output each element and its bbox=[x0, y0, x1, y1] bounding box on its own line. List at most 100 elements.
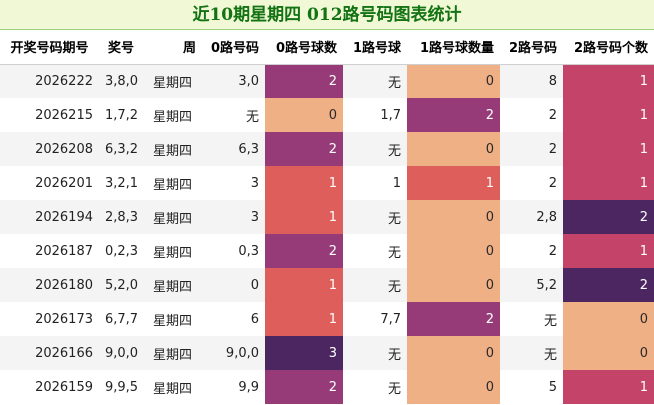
cell-route1-numbers: 无 bbox=[343, 336, 407, 370]
cell-route1-numbers: 无 bbox=[343, 200, 407, 234]
cell-route2-numbers: 2 bbox=[500, 234, 563, 268]
table-row: 2026222 3,8,0 星期四 3,0 2 无 0 8 1 bbox=[0, 64, 654, 98]
cell-numbers: 2,8,3 bbox=[99, 200, 143, 234]
table-row: 2026201 3,2,1 星期四 3 1 1 1 2 1 bbox=[0, 166, 654, 200]
cell-route0-count: 1 bbox=[265, 302, 343, 336]
cell-route1-count: 0 bbox=[407, 336, 500, 370]
header-route2-count[interactable]: 2路号码个数 bbox=[563, 30, 654, 65]
header-route1-numbers[interactable]: 1路号球 bbox=[343, 30, 407, 65]
cell-route0-count: 3 bbox=[265, 336, 343, 370]
cell-route2-count: 0 bbox=[563, 302, 654, 336]
cell-route2-count: 0 bbox=[563, 336, 654, 370]
cell-numbers: 6,3,2 bbox=[99, 132, 143, 166]
cell-weekday: 星期四 bbox=[143, 336, 202, 370]
header-route0-numbers[interactable]: 0路号码 bbox=[202, 30, 265, 65]
cell-route2-count: 2 bbox=[563, 268, 654, 302]
cell-route1-count: 0 bbox=[407, 268, 500, 302]
cell-route2-numbers: 2 bbox=[500, 98, 563, 132]
cell-route1-numbers: 无 bbox=[343, 234, 407, 268]
cell-period: 2026166 bbox=[0, 336, 99, 370]
cell-period: 2026194 bbox=[0, 200, 99, 234]
cell-numbers: 0,2,3 bbox=[99, 234, 143, 268]
cell-weekday: 星期四 bbox=[143, 200, 202, 234]
cell-route2-numbers: 2 bbox=[500, 132, 563, 166]
cell-route2-count: 1 bbox=[563, 132, 654, 166]
table-row: 2026208 6,3,2 星期四 6,3 2 无 0 2 1 bbox=[0, 132, 654, 166]
cell-route2-count: 1 bbox=[563, 234, 654, 268]
cell-period: 2026201 bbox=[0, 166, 99, 200]
cell-route1-count: 1 bbox=[407, 166, 500, 200]
cell-route2-count: 2 bbox=[563, 200, 654, 234]
header-period[interactable]: 开奖号码期号 bbox=[0, 30, 99, 65]
cell-weekday: 星期四 bbox=[143, 268, 202, 302]
cell-route1-numbers: 无 bbox=[343, 132, 407, 166]
cell-weekday: 星期四 bbox=[143, 64, 202, 98]
cell-period: 2026159 bbox=[0, 370, 99, 404]
cell-period: 2026222 bbox=[0, 64, 99, 98]
header-route2-numbers[interactable]: 2路号码 bbox=[500, 30, 563, 65]
cell-route0-numbers: 6 bbox=[202, 302, 265, 336]
header-route1-count[interactable]: 1路号球数量 bbox=[407, 30, 500, 65]
cell-route0-count: 0 bbox=[265, 98, 343, 132]
table-row: 2026215 1,7,2 星期四无 0 1,7 2 2 1 bbox=[0, 98, 654, 132]
cell-numbers: 6,7,7 bbox=[99, 302, 143, 336]
cell-route2-count: 1 bbox=[563, 98, 654, 132]
cell-period: 2026173 bbox=[0, 302, 99, 336]
cell-route0-numbers: 9,9 bbox=[202, 370, 265, 404]
cell-route2-numbers: 2,8 bbox=[500, 200, 563, 234]
header-route0-count[interactable]: 0路号球数 bbox=[265, 30, 343, 65]
cell-weekday: 星期四 bbox=[143, 98, 202, 132]
cell-route1-count: 2 bbox=[407, 98, 500, 132]
header-numbers[interactable]: 奖号 bbox=[99, 30, 143, 65]
cell-route1-count: 0 bbox=[407, 370, 500, 404]
cell-route0-count: 2 bbox=[265, 64, 343, 98]
cell-numbers: 3,2,1 bbox=[99, 166, 143, 200]
cell-route0-numbers: 0,3 bbox=[202, 234, 265, 268]
cell-route0-numbers: 0 bbox=[202, 268, 265, 302]
table-row: 2026173 6,7,7 星期四 6 1 7,7 2 无 0 bbox=[0, 302, 654, 336]
cell-period: 2026208 bbox=[0, 132, 99, 166]
stats-table: 开奖号码期号 奖号 周 0路号码 0路号球数 1路号球 1路号球数量 2路号码 … bbox=[0, 30, 654, 404]
cell-route2-numbers: 无 bbox=[500, 336, 563, 370]
cell-route0-count: 2 bbox=[265, 132, 343, 166]
cell-period: 2026180 bbox=[0, 268, 99, 302]
cell-period: 2026215 bbox=[0, 98, 99, 132]
table-row: 2026187 0,2,3 星期四 0,3 2 无 0 2 1 bbox=[0, 234, 654, 268]
cell-numbers: 9,0,0 bbox=[99, 336, 143, 370]
cell-route0-count: 1 bbox=[265, 166, 343, 200]
cell-numbers: 9,9,5 bbox=[99, 370, 143, 404]
cell-route1-count: 0 bbox=[407, 234, 500, 268]
cell-weekday: 星期四 bbox=[143, 370, 202, 404]
cell-route1-count: 2 bbox=[407, 302, 500, 336]
cell-period: 2026187 bbox=[0, 234, 99, 268]
header-row: 开奖号码期号 奖号 周 0路号码 0路号球数 1路号球 1路号球数量 2路号码 … bbox=[0, 30, 654, 65]
cell-route0-numbers: 9,0,0 bbox=[202, 336, 265, 370]
cell-route0-count: 2 bbox=[265, 234, 343, 268]
cell-numbers: 3,8,0 bbox=[99, 64, 143, 98]
cell-route0-count: 1 bbox=[265, 268, 343, 302]
cell-route1-numbers: 无 bbox=[343, 64, 407, 98]
cell-numbers: 1,7,2 bbox=[99, 98, 143, 132]
cell-route1-count: 0 bbox=[407, 132, 500, 166]
cell-route1-numbers: 无 bbox=[343, 268, 407, 302]
cell-route2-numbers: 2 bbox=[500, 166, 563, 200]
cell-route0-count: 2 bbox=[265, 370, 343, 404]
cell-route2-numbers: 5 bbox=[500, 370, 563, 404]
cell-route2-count: 1 bbox=[563, 64, 654, 98]
cell-route1-count: 0 bbox=[407, 64, 500, 98]
page-title: 近10期星期四 012路号码图表统计 bbox=[0, 0, 654, 30]
cell-route0-numbers: 3 bbox=[202, 166, 265, 200]
cell-route2-numbers: 5,2 bbox=[500, 268, 563, 302]
table-row: 2026194 2,8,3 星期四 3 1 无 0 2,8 2 bbox=[0, 200, 654, 234]
cell-route1-numbers: 7,7 bbox=[343, 302, 407, 336]
cell-route1-numbers: 1,7 bbox=[343, 98, 407, 132]
cell-route0-numbers: 无 bbox=[202, 98, 265, 132]
header-weekday[interactable]: 周 bbox=[143, 30, 202, 65]
cell-weekday: 星期四 bbox=[143, 166, 202, 200]
cell-route2-count: 1 bbox=[563, 166, 654, 200]
cell-weekday: 星期四 bbox=[143, 132, 202, 166]
table-row: 2026166 9,0,0 星期四 9,0,0 3 无 0 无 0 bbox=[0, 336, 654, 370]
cell-route2-numbers: 无 bbox=[500, 302, 563, 336]
cell-weekday: 星期四 bbox=[143, 234, 202, 268]
cell-route2-count: 1 bbox=[563, 370, 654, 404]
